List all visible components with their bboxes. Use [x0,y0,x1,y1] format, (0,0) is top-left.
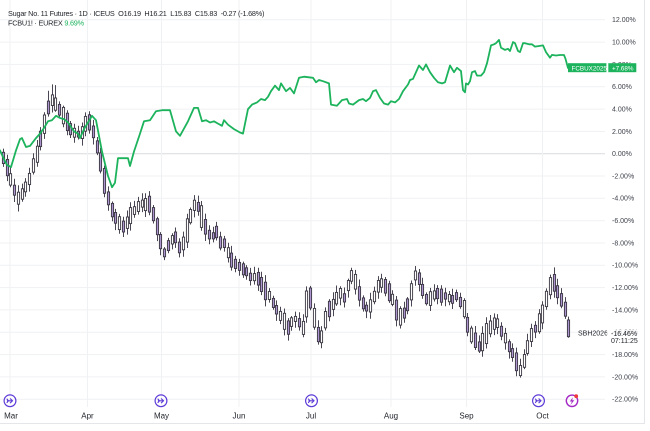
svg-text:-2.00%: -2.00% [612,173,634,180]
svg-text:07:11:25: 07:11:25 [611,338,638,345]
svg-text:FCBUX2025: FCBUX2025 [572,65,608,72]
svg-text:+7.68%: +7.68% [612,65,634,72]
svg-text:Mar: Mar [4,412,18,421]
svg-text:-20.00%: -20.00% [612,374,638,381]
svg-text:4.00%: 4.00% [612,107,632,114]
svg-text:-16.46%: -16.46% [611,331,637,338]
svg-text:Apr: Apr [81,412,94,421]
svg-text:0.00%: 0.00% [612,151,632,158]
svg-text:-10.00%: -10.00% [612,263,638,270]
svg-text:-8.00%: -8.00% [612,240,634,247]
svg-text:SBH2026: SBH2026 [578,330,608,337]
svg-text:Sugar No. 11 Futures · 1D · IC: Sugar No. 11 Futures · 1D · ICEUS O16.19… [8,9,264,18]
svg-text:Aug: Aug [384,412,398,421]
svg-text:-18.00%: -18.00% [612,352,638,359]
svg-text:-12.00%: -12.00% [612,285,638,292]
svg-text:May: May [154,412,169,421]
svg-text:-4.00%: -4.00% [612,196,634,203]
svg-text:Oct: Oct [536,412,549,421]
svg-text:Jul: Jul [306,412,316,421]
svg-text:10.00%: 10.00% [612,40,636,47]
svg-text:6.00%: 6.00% [612,84,632,91]
svg-text:12.00%: 12.00% [612,17,636,24]
svg-text:2.00%: 2.00% [612,129,632,136]
svg-text:FCBU1! · EUREX 9.69%: FCBU1! · EUREX 9.69% [8,18,85,27]
svg-text:-22.00%: -22.00% [612,397,638,404]
svg-text:Sep: Sep [459,412,474,421]
svg-text:-14.00%: -14.00% [612,307,638,314]
svg-text:-6.00%: -6.00% [612,218,634,225]
svg-text:Jun: Jun [233,412,246,421]
